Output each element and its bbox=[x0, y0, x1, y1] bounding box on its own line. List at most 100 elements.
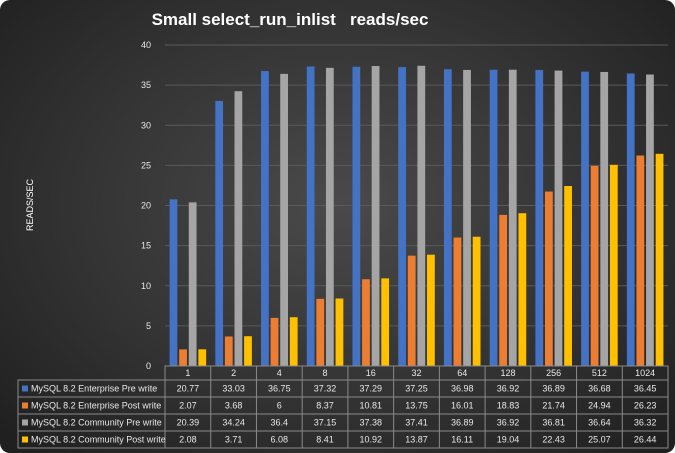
data-label: 36.89 bbox=[542, 384, 565, 394]
data-label: 18.83 bbox=[497, 401, 520, 411]
bar bbox=[463, 69, 471, 366]
data-label: 36.45 bbox=[634, 384, 657, 394]
bar bbox=[289, 317, 298, 366]
y-tick-label: 35 bbox=[141, 80, 151, 90]
legend-swatch bbox=[22, 419, 28, 426]
bar bbox=[499, 214, 508, 366]
data-label: 8.41 bbox=[316, 435, 334, 445]
bar bbox=[564, 185, 572, 366]
bar bbox=[554, 70, 563, 367]
bar bbox=[335, 298, 344, 366]
bar bbox=[224, 336, 233, 366]
data-label: 37.15 bbox=[314, 418, 337, 428]
legend-label: MySQL 8.2 Enterprise Pre write bbox=[31, 384, 157, 394]
x-tick-label: 16 bbox=[366, 368, 376, 378]
bar bbox=[427, 254, 435, 366]
data-label: 36.75 bbox=[268, 384, 291, 394]
x-tick-label: 4 bbox=[277, 368, 282, 378]
bar bbox=[407, 255, 416, 366]
x-tick-label: 8 bbox=[323, 368, 328, 378]
bar bbox=[590, 165, 599, 366]
x-tick-label: 32 bbox=[411, 368, 421, 378]
y-tick-label: 40 bbox=[141, 40, 151, 50]
legend-swatch bbox=[22, 402, 28, 409]
bar bbox=[398, 67, 406, 366]
data-label: 36.98 bbox=[451, 384, 474, 394]
data-label: 20.39 bbox=[177, 418, 200, 428]
data-label: 19.04 bbox=[497, 435, 520, 445]
bar bbox=[609, 164, 618, 366]
data-label: 10.81 bbox=[360, 401, 383, 411]
data-label: 36.81 bbox=[542, 418, 565, 428]
data-label: 37.38 bbox=[360, 418, 383, 428]
bar bbox=[352, 66, 361, 367]
legend-swatch bbox=[22, 385, 28, 392]
bar bbox=[472, 236, 481, 366]
data-label: 36.92 bbox=[497, 418, 520, 428]
y-tick-label: 5 bbox=[146, 321, 151, 331]
bar bbox=[371, 66, 380, 366]
data-label: 36.89 bbox=[451, 418, 474, 428]
data-label: 36.4 bbox=[271, 418, 289, 428]
data-label: 6 bbox=[277, 401, 282, 411]
data-label: 36.64 bbox=[588, 418, 611, 428]
x-tick-label: 1 bbox=[185, 368, 190, 378]
data-label: 25.07 bbox=[588, 435, 611, 445]
bar bbox=[655, 153, 664, 366]
bar bbox=[234, 91, 243, 366]
bar bbox=[381, 278, 390, 366]
data-label: 34.24 bbox=[222, 418, 245, 428]
bar bbox=[244, 336, 252, 366]
x-tick-label: 128 bbox=[500, 368, 515, 378]
data-label: 8.37 bbox=[316, 401, 334, 411]
bar bbox=[535, 69, 544, 366]
bar bbox=[508, 69, 517, 366]
legend-swatch bbox=[22, 436, 28, 443]
data-label: 37.29 bbox=[360, 384, 383, 394]
bar bbox=[198, 349, 207, 366]
data-label: 22.43 bbox=[542, 435, 565, 445]
y-tick-label: 10 bbox=[141, 281, 151, 291]
bar bbox=[280, 73, 289, 366]
bar bbox=[626, 73, 635, 367]
data-label: 16.01 bbox=[451, 401, 474, 411]
legend-label: MySQL 8.2 Enterprise Post write bbox=[31, 401, 161, 411]
bar bbox=[325, 67, 334, 366]
data-label: 13.75 bbox=[405, 401, 428, 411]
data-label: 6.08 bbox=[271, 435, 289, 445]
x-tick-label: 1024 bbox=[635, 368, 655, 378]
data-label: 26.44 bbox=[634, 435, 657, 445]
y-tick-label: 15 bbox=[141, 241, 151, 251]
x-tick-label: 512 bbox=[592, 368, 607, 378]
data-label: 36.92 bbox=[497, 384, 520, 394]
data-label: 10.92 bbox=[360, 435, 383, 445]
bar bbox=[646, 74, 654, 367]
chart-title: Small select_run_inlist reads/sec bbox=[151, 10, 429, 29]
bar bbox=[270, 317, 279, 366]
bar bbox=[489, 69, 498, 366]
data-label: 3.71 bbox=[225, 435, 243, 445]
bar bbox=[188, 202, 197, 366]
data-label: 26.23 bbox=[634, 401, 657, 411]
data-label: 2.08 bbox=[179, 435, 197, 445]
data-label: 33.03 bbox=[222, 384, 245, 394]
bar bbox=[443, 69, 452, 366]
bar bbox=[417, 65, 426, 366]
data-label: 13.87 bbox=[405, 435, 428, 445]
data-label: 36.68 bbox=[588, 384, 611, 394]
y-tick-label: 30 bbox=[141, 120, 151, 130]
x-tick-label: 64 bbox=[457, 368, 467, 378]
bar bbox=[600, 71, 609, 367]
data-label: 37.25 bbox=[405, 384, 428, 394]
data-label: 37.41 bbox=[405, 418, 428, 428]
bar bbox=[636, 155, 645, 366]
data-label: 3.68 bbox=[225, 401, 243, 411]
x-tick-label: 2 bbox=[231, 368, 236, 378]
data-label: 2.07 bbox=[179, 401, 197, 411]
bar bbox=[518, 213, 527, 366]
bar bbox=[362, 279, 370, 366]
bar bbox=[215, 100, 224, 366]
bar bbox=[179, 349, 187, 366]
legend-label: MySQL 8.2 Community Pre write bbox=[31, 418, 162, 428]
